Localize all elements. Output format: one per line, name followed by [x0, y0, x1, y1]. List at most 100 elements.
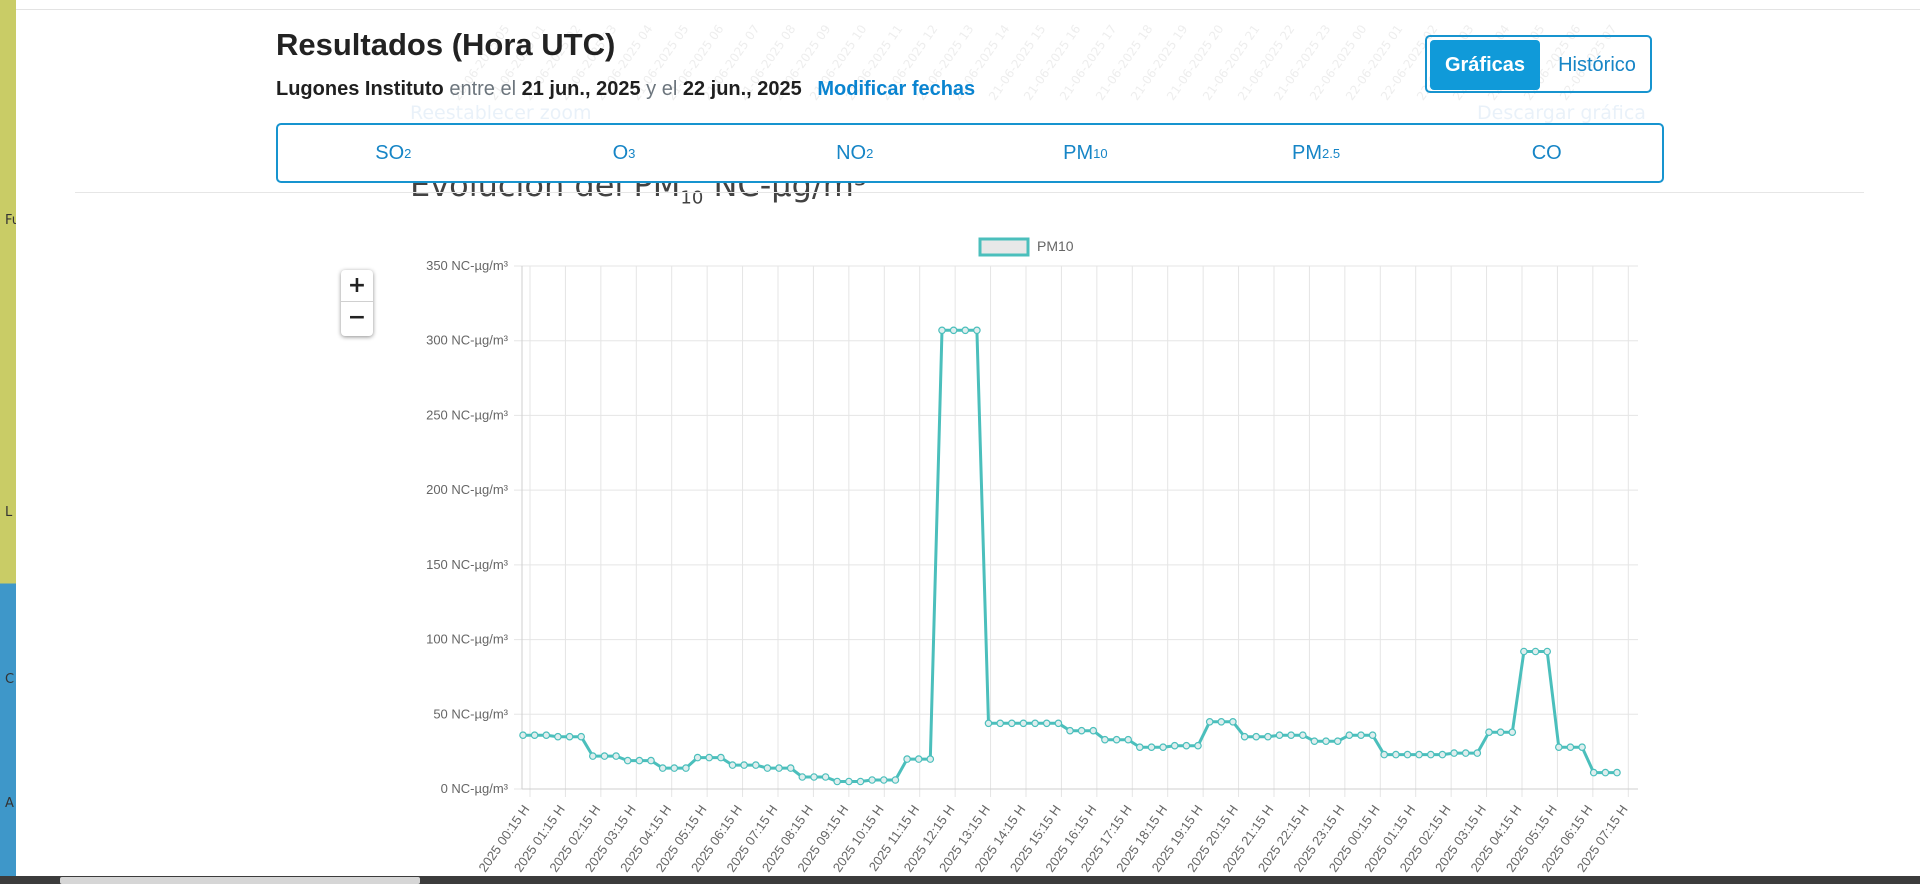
- pm10-data-point: [833, 777, 842, 786]
- pm10-data-point: [1438, 750, 1447, 759]
- pm10-data-point: [961, 326, 970, 335]
- legend-swatch: [978, 237, 1030, 257]
- download-chart-link[interactable]: Descargar gráfica: [1477, 102, 1646, 124]
- pm10-data-point: [542, 731, 551, 740]
- tab-no2[interactable]: NO 2: [836, 141, 874, 164]
- pm10-data-point: [1007, 719, 1016, 728]
- pm10-data-point: [891, 776, 900, 784]
- pm10-data-point: [1322, 737, 1330, 746]
- zoom-in-button[interactable]: +: [341, 270, 373, 302]
- zoom-out-button[interactable]: −: [347, 305, 367, 330]
- map-edge-label: L: [5, 505, 13, 520]
- pm10-data-point: [751, 761, 760, 769]
- tab-so2[interactable]: SO 2: [375, 141, 412, 164]
- legend-label: PM10: [1037, 238, 1074, 254]
- map-edge-label: C: [5, 672, 15, 687]
- pm10-data-point: [1310, 737, 1319, 746]
- pm10-data-point: [1194, 741, 1202, 750]
- pm10-data-point: [588, 752, 597, 760]
- pm10-data-point: [1287, 731, 1295, 740]
- pm10-data-point: [763, 764, 772, 772]
- pm10-data-point: [740, 761, 748, 769]
- pm10-data-point: [530, 731, 539, 740]
- pm10-data-point: [1601, 768, 1610, 777]
- pm10-data-point: [1589, 768, 1598, 777]
- view-toggle: Gráficas Histórico: [1425, 35, 1652, 93]
- y-tick-label: 200 NC-µg/m³: [426, 482, 509, 497]
- pm10-data-point: [1042, 719, 1051, 728]
- pm10-data-point: [1368, 731, 1377, 740]
- pm10-data-point: [717, 753, 725, 762]
- date-from: 21 jun., 2025: [521, 78, 641, 100]
- charts-button[interactable]: Gráficas: [1430, 40, 1540, 90]
- tab-co[interactable]: CO: [1531, 141, 1562, 164]
- pm10-data-point: [1229, 717, 1237, 726]
- pm10-data-point: [705, 753, 714, 762]
- history-button[interactable]: Histórico: [1558, 53, 1636, 76]
- pm10-data-point: [658, 764, 667, 772]
- pm10-data-point: [577, 732, 586, 741]
- y-tick-label: 350 NC-µg/m³: [426, 258, 509, 273]
- pm10-data-point: [1066, 726, 1074, 735]
- map-edge-panel: Fu L C A: [0, 0, 16, 884]
- pm10-data-point: [635, 756, 644, 765]
- horizontal-scrollbar[interactable]: [0, 876, 1920, 884]
- pm10-data-point: [1182, 741, 1191, 750]
- pm10-data-point: [1101, 735, 1109, 744]
- pm10-data-point: [1613, 768, 1621, 777]
- pm10-data-point: [914, 755, 923, 763]
- station-name: Lugones Instituto: [276, 78, 444, 100]
- pm10-data-point: [728, 761, 737, 769]
- pm10-data-point: [856, 777, 865, 786]
- pm10-data-point: [519, 731, 527, 740]
- pm10-data-point: [1380, 750, 1389, 759]
- modify-dates-link[interactable]: Modificar fechas: [817, 78, 976, 100]
- pm10-data-point: [879, 776, 888, 784]
- pm10-data-point: [565, 732, 574, 741]
- y-tick-label: 100 NC-µg/m³: [426, 632, 509, 647]
- pm10-data-point: [821, 773, 830, 781]
- pm10-data-point: [1217, 717, 1226, 726]
- pm10-data-point: [670, 764, 679, 772]
- y-tick-label: 50 NC-µg/m³: [433, 706, 508, 721]
- pm10-data-point: [1415, 750, 1423, 759]
- tab-pm10[interactable]: PM 10: [1063, 141, 1108, 164]
- date-to: 22 jun., 2025: [682, 78, 802, 100]
- pm10-data-point: [1578, 743, 1586, 752]
- pm10-data-point: [1496, 728, 1505, 737]
- map-edge-label: A: [5, 796, 14, 811]
- date-range-summary: Lugones Instituto entre el 21 jun., 2025…: [276, 78, 976, 100]
- pm10-data-point: [1159, 743, 1167, 752]
- pm10-data-point: [1264, 732, 1272, 741]
- pm10-data-point: [1124, 735, 1133, 744]
- tab-pm25[interactable]: PM 2.5: [1291, 141, 1341, 164]
- pm10-data-point: [996, 719, 1005, 728]
- pm10-data-point: [1240, 732, 1249, 741]
- pm10-data-point: [845, 777, 853, 786]
- pm10-data-point: [775, 764, 783, 772]
- pm10-data-point: [1333, 737, 1342, 746]
- pm10-data-point: [612, 752, 620, 760]
- pm10-data-point: [1089, 726, 1098, 735]
- pm10-data-point: [1112, 735, 1121, 744]
- pm10-data-point: [1531, 647, 1540, 656]
- pm10-data-point: [1147, 743, 1156, 752]
- pm10-data-point: [984, 719, 993, 728]
- scrollbar-thumb[interactable]: [60, 877, 420, 884]
- pm10-data-point: [1031, 719, 1039, 728]
- pm10-data-point: [1566, 743, 1575, 752]
- pm10-data-point: [1054, 719, 1063, 728]
- pm10-data-point: [973, 326, 981, 335]
- reset-zoom-link[interactable]: Reestablecer zoom: [410, 102, 592, 124]
- pm10-data-point: [1473, 749, 1482, 757]
- pm10-data-point: [949, 326, 958, 335]
- pm10-data-point: [1252, 732, 1261, 741]
- pm10-data-point: [600, 752, 609, 760]
- pm10-data-point: [1555, 743, 1563, 752]
- pm10-data-point: [938, 326, 946, 335]
- map-zoom-control: + −: [341, 270, 373, 336]
- pm10-data-point: [1077, 726, 1086, 735]
